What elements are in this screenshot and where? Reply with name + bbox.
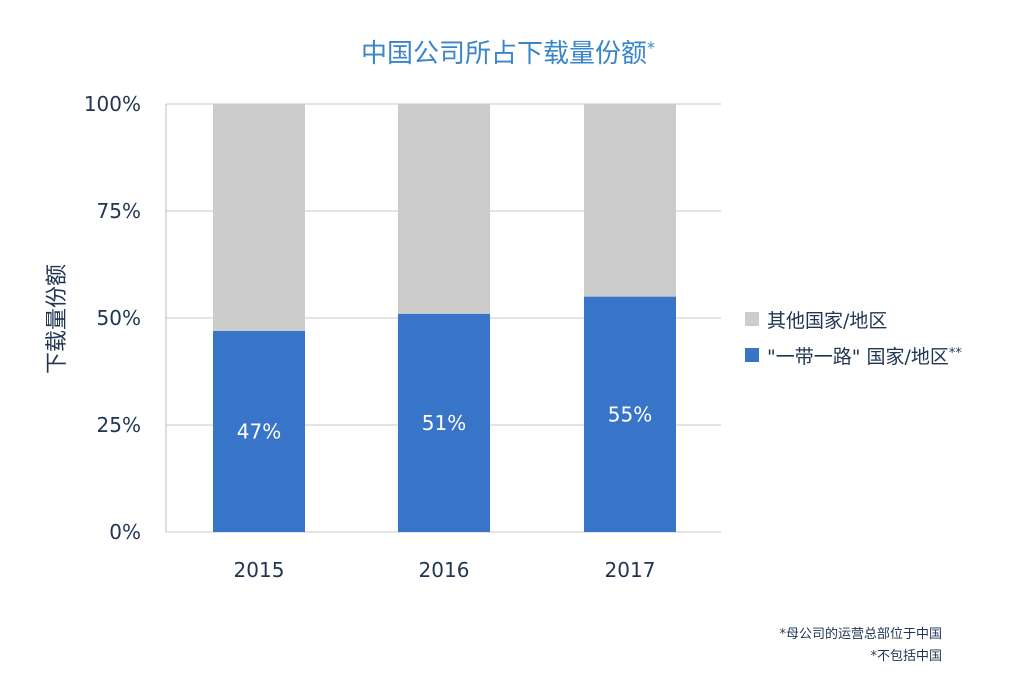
y-tick-label-25: 25% [97,413,141,437]
legend-label-0: "一带一路" 国家/地区** [767,346,962,368]
y-tick-label-100: 100% [84,92,141,116]
labels-layer: 47% 2015 51% 2016 55% 2017 [234,402,656,582]
bar-2017-series-0 [584,296,676,532]
bar-2015-series-0 [213,330,305,532]
chart-title: 中国公司所占下载量份额* [361,38,655,69]
y-tick-label-0: 0% [109,520,141,544]
legend-swatch-0 [745,348,759,362]
bars-layer [213,104,676,532]
bar-value-label-2015: 47% [237,419,281,443]
legend-label-1: 其他国家/地区 [767,310,887,332]
chart-title-text: 中国公司所占下载量份额 [361,39,647,69]
legend-label-marker-0: ** [949,346,963,361]
y-tick-label-50: 50% [97,306,141,330]
legend-label-text-0: "一带一路" 国家/地区 [767,346,949,368]
legend: 其他国家/地区 "一带一路" 国家/地区** [745,310,962,368]
x-tick-label-2016: 2016 [419,558,470,582]
bar-2016-series-1 [398,104,490,314]
bar-value-label-2016: 51% [422,411,466,435]
footnote-1: *母公司的运营总部位于中国 [779,626,942,642]
footnotes: *母公司的运营总部位于中国 *不包括中国 [779,626,942,664]
bar-2016-series-0 [398,313,490,532]
x-tick-label-2015: 2015 [234,558,285,582]
legend-swatch-1 [745,312,759,326]
bar-value-label-2017: 55% [608,402,652,426]
bar-2017-series-1 [584,104,676,297]
bar-2015-series-1 [213,104,305,331]
y-axis-label: 下载量份额 [45,264,70,374]
y-tick-label-75: 75% [97,199,141,223]
chart-title-marker: * [647,38,655,57]
legend-label-text-1: 其他国家/地区 [767,310,887,332]
footnote-2: *不包括中国 [870,649,942,664]
x-tick-label-2017: 2017 [605,558,656,582]
